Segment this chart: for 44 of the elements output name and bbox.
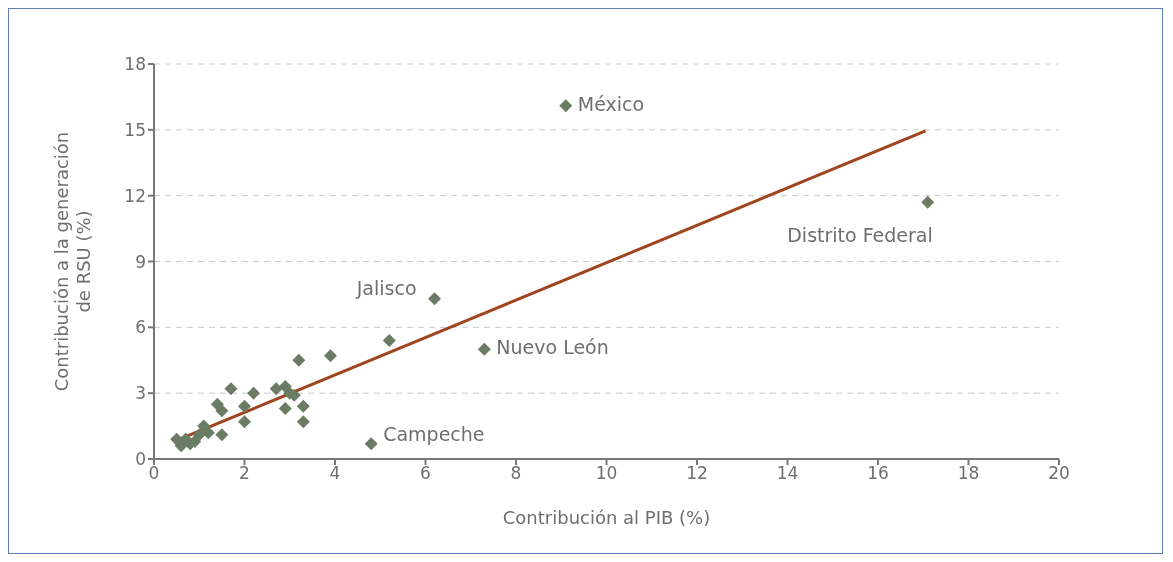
point	[215, 404, 229, 418]
x-tick-label: 2	[239, 463, 250, 484]
point	[247, 386, 261, 400]
point	[269, 382, 283, 396]
point	[292, 353, 306, 367]
point	[215, 428, 229, 442]
point	[323, 349, 337, 363]
x-tick-label: 16	[867, 463, 889, 484]
point	[238, 399, 251, 413]
y-tick-label: 9	[135, 251, 146, 272]
annotation: Nuevo León	[496, 336, 609, 359]
x-tick-label: 4	[329, 463, 341, 484]
y-tick-label: 6	[135, 317, 146, 338]
y-tick-label: 12	[124, 185, 146, 206]
x-tick-label: 18	[957, 463, 980, 484]
x-tick-label: 10	[595, 463, 618, 484]
point	[296, 415, 310, 429]
point	[201, 426, 215, 440]
y-tick-label: 18	[124, 54, 146, 75]
x-tick-label: 20	[1048, 463, 1070, 484]
x-tick-label: 6	[420, 463, 431, 484]
point	[921, 195, 935, 209]
y-tick-label: 3	[135, 383, 146, 404]
annotation: Jalisco	[355, 276, 417, 299]
point	[428, 292, 442, 306]
point	[559, 99, 573, 113]
y-tick-label: 0	[135, 449, 146, 470]
annotation: Campeche	[383, 422, 485, 445]
point	[382, 334, 396, 347]
point	[224, 382, 238, 396]
x-tick-label: 0	[148, 463, 160, 484]
x-tick-label: 12	[686, 463, 708, 484]
point	[364, 437, 378, 451]
point	[238, 415, 251, 429]
y-axis-title: Contribución a la generación de RSU (%)	[51, 131, 94, 392]
annotation: Distrito Federal	[787, 224, 933, 247]
x-axis-title: Contribución al PIB (%)	[502, 507, 711, 528]
annotation: México	[577, 92, 645, 115]
x-tick-label: 14	[776, 463, 799, 484]
point	[296, 399, 310, 413]
point	[278, 402, 292, 416]
x-tick-label: 8	[510, 463, 522, 484]
y-tick-label: 15	[124, 119, 146, 140]
point	[477, 342, 491, 356]
